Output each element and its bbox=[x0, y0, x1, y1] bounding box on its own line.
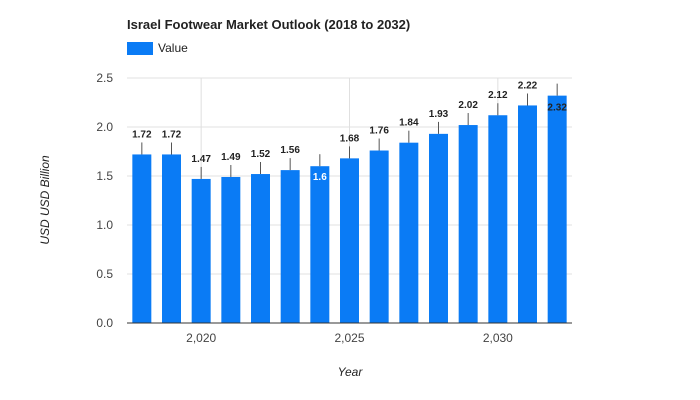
data-label: 1.72 bbox=[132, 129, 152, 140]
data-label: 2.32 bbox=[547, 103, 567, 114]
x-tick-label: 2,025 bbox=[334, 331, 364, 345]
chart-title: Israel Footwear Market Outlook (2018 to … bbox=[127, 17, 411, 32]
data-label: 1.47 bbox=[191, 154, 211, 165]
data-label: 1.68 bbox=[340, 133, 360, 144]
bar bbox=[488, 115, 508, 324]
bar bbox=[191, 178, 211, 323]
data-label: 1.56 bbox=[280, 145, 300, 156]
data-label: 2.02 bbox=[458, 100, 478, 111]
y-tick-label: 2.0 bbox=[96, 120, 113, 134]
bar bbox=[132, 154, 152, 323]
bar bbox=[162, 154, 181, 323]
bar bbox=[221, 176, 241, 323]
bar bbox=[310, 166, 330, 323]
y-axis-title: USD USD Billion bbox=[38, 155, 52, 245]
bar bbox=[547, 95, 567, 323]
x-tick-label: 2,020 bbox=[186, 331, 216, 345]
data-label: 2.22 bbox=[518, 80, 538, 91]
bar bbox=[399, 142, 419, 323]
data-label: 1.6 bbox=[313, 172, 327, 183]
bar bbox=[340, 158, 359, 323]
y-tick-label: 1.5 bbox=[96, 169, 113, 183]
legend[interactable]: Value bbox=[127, 40, 188, 56]
legend-swatch bbox=[127, 41, 153, 55]
legend-label-value: Value bbox=[158, 41, 188, 55]
data-label: 1.84 bbox=[399, 118, 419, 129]
data-label: 2.12 bbox=[488, 90, 508, 101]
bar bbox=[280, 170, 300, 323]
bar bbox=[518, 105, 537, 323]
bar bbox=[369, 150, 389, 323]
data-label: 1.93 bbox=[429, 109, 449, 120]
y-tick-label: 2.5 bbox=[96, 71, 113, 85]
data-label: 1.52 bbox=[251, 149, 271, 160]
x-axis-title: Year bbox=[338, 365, 364, 379]
y-tick-label: 0.5 bbox=[96, 267, 113, 281]
y-tick-label: 0.0 bbox=[96, 316, 113, 330]
bar bbox=[429, 133, 448, 323]
x-tick-label: 2,030 bbox=[483, 331, 513, 345]
data-label: 1.49 bbox=[221, 152, 241, 163]
data-label: 1.72 bbox=[162, 129, 182, 140]
y-tick-label: 1.0 bbox=[96, 218, 113, 232]
bar bbox=[458, 125, 478, 323]
data-label: 1.76 bbox=[369, 126, 389, 137]
bar bbox=[251, 174, 270, 323]
